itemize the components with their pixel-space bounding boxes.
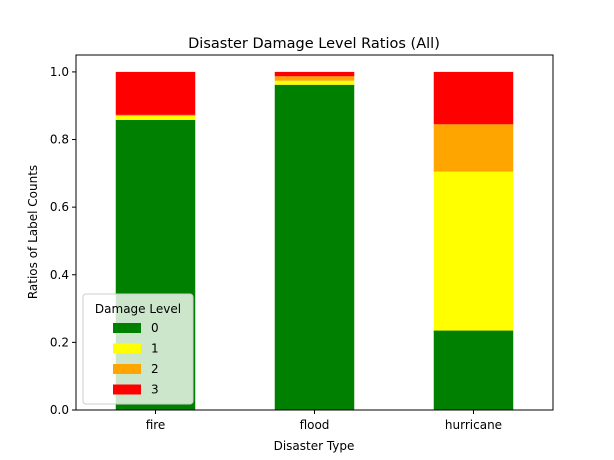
bar-hurricane-level-1: [433, 171, 514, 331]
y-tick-label: 0.0: [50, 403, 69, 417]
bar-fire-level-2: [115, 114, 196, 116]
y-tick-label: 0.2: [50, 335, 69, 349]
legend-label-0: 0: [151, 321, 159, 335]
bar-hurricane-level-3: [433, 71, 514, 125]
y-tick-label: 1.0: [50, 65, 69, 79]
x-axis: fire flood hurricane: [146, 410, 502, 432]
y-tick-label: 0.6: [50, 200, 69, 214]
legend-swatch-3: [113, 384, 141, 395]
x-axis-title: Disaster Type: [274, 439, 355, 453]
chart-title: Disaster Damage Level Ratios (All): [188, 36, 440, 52]
x-tick-label: fire: [146, 418, 166, 432]
bar-flood-level-1: [274, 80, 355, 85]
y-tick-label: 0.4: [50, 268, 69, 282]
bar-hurricane-level-2: [433, 124, 514, 172]
bar-flood-level-3: [274, 71, 355, 77]
legend-swatch-1: [113, 343, 141, 354]
legend-swatch-2: [113, 364, 141, 374]
legend-label-1: 1: [151, 342, 159, 356]
y-axis: 0.0 0.2 0.4 0.6 0.8 1.0: [50, 65, 76, 417]
legend-label-2: 2: [151, 362, 159, 376]
bar-flood-level-0: [274, 84, 355, 410]
bar-fire-level-1: [115, 115, 196, 120]
bar-fire-level-3: [115, 71, 196, 115]
bar-hurricane-level-0: [433, 330, 514, 410]
y-axis-title: Ratios of Label Counts: [26, 165, 40, 299]
x-tick-label: hurricane: [445, 418, 502, 432]
legend-items: 0 1 2 3: [113, 321, 159, 397]
legend-label-3: 3: [151, 383, 159, 397]
legend: Damage Level 0 1 2 3: [82, 293, 194, 405]
legend-title: Damage Level: [95, 302, 181, 316]
x-tick-label: flood: [300, 418, 330, 432]
bars-layer: [115, 71, 514, 411]
y-tick-label: 0.8: [50, 133, 69, 147]
bar-flood-level-2: [274, 76, 355, 81]
legend-swatch-0: [113, 323, 141, 333]
